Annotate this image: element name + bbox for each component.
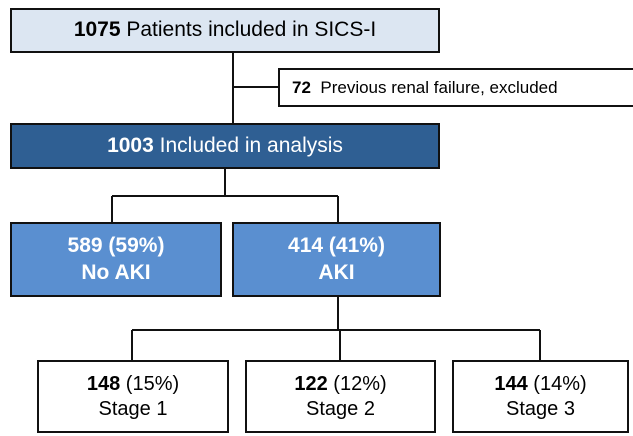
label: Patients included in SICS-I [126, 18, 377, 42]
label: No AKI [81, 260, 151, 284]
count: 144 [494, 372, 528, 395]
percent: (41%) [328, 234, 385, 258]
node: 148 (15%) Stage 1 [37, 360, 229, 433]
label: Previous renal failure, excluded [320, 77, 558, 97]
node: 144 (14%) Stage 3 [452, 360, 629, 433]
node: 414 (41%) AKI [232, 222, 441, 297]
count: 72 [292, 77, 311, 97]
label: AKI [318, 260, 355, 284]
count: 1003 [107, 133, 154, 157]
count: 1075 [73, 18, 121, 42]
node: 122 (12%) Stage 2 [245, 360, 436, 433]
node: 1075 Patients included in SICS-I [10, 8, 440, 53]
label: Stage 1 [98, 397, 168, 420]
percent: (12%) [333, 372, 387, 395]
percent: (15%) [125, 372, 180, 395]
percent: (59%) [108, 234, 165, 258]
percent: (14%) [533, 372, 587, 395]
count: 122 [294, 372, 328, 395]
count: 589 [67, 234, 103, 258]
label: Stage 2 [306, 397, 375, 420]
node: 72 Previous renal failure, excluded [278, 68, 633, 107]
label: Included in analysis [159, 133, 343, 157]
count: 148 [86, 372, 121, 395]
node: 589 (59%) No AKI [10, 222, 222, 297]
node: 1003 Included in analysis [10, 123, 440, 169]
label: Stage 3 [506, 397, 575, 420]
count: 414 [288, 234, 324, 258]
